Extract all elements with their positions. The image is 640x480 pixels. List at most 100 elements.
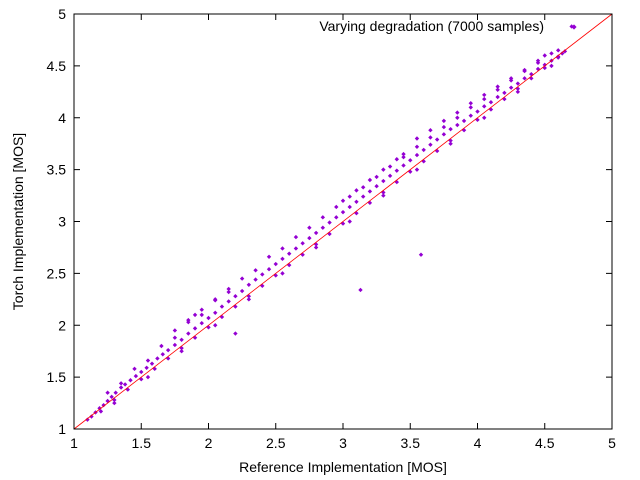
data-point xyxy=(199,320,204,326)
data-point xyxy=(160,352,165,357)
data-point xyxy=(226,289,231,295)
data-point xyxy=(455,115,460,120)
data-point xyxy=(482,115,487,120)
data-point xyxy=(360,194,366,199)
data-point xyxy=(206,315,211,321)
data-point xyxy=(414,136,420,141)
data-point xyxy=(502,90,507,96)
data-point xyxy=(522,76,527,81)
data-point xyxy=(206,325,211,330)
data-point xyxy=(125,387,130,392)
x-tick-label: 1 xyxy=(70,435,78,451)
data-point xyxy=(145,374,151,380)
data-point xyxy=(428,128,433,133)
data-point xyxy=(327,220,332,225)
data-point xyxy=(556,55,561,60)
data-point xyxy=(381,178,386,184)
data-point xyxy=(122,382,128,387)
data-point xyxy=(354,188,359,193)
data-point xyxy=(186,331,191,336)
data-point xyxy=(239,288,245,294)
data-point xyxy=(144,365,149,370)
x-axis-ticks: 1 1.5 2 2.5 3 3.5 4 4.5 5 xyxy=(70,14,616,451)
data-point xyxy=(468,105,473,110)
data-point xyxy=(280,271,285,276)
data-point xyxy=(549,63,554,69)
data-point xyxy=(418,252,424,257)
data-point xyxy=(522,67,527,73)
data-point xyxy=(273,273,278,278)
data-point xyxy=(300,252,305,257)
data-point xyxy=(293,234,299,240)
data-point xyxy=(340,209,346,215)
data-point xyxy=(219,314,225,320)
data-point xyxy=(542,65,547,71)
y-tick-label: 4 xyxy=(58,110,66,126)
data-point xyxy=(482,104,487,109)
data-point xyxy=(320,215,326,220)
data-point xyxy=(287,262,292,268)
data-point xyxy=(387,173,393,179)
data-point xyxy=(515,89,521,95)
x-tick-label: 3 xyxy=(339,435,347,451)
data-point xyxy=(414,167,420,172)
data-point xyxy=(293,246,299,251)
data-point xyxy=(253,277,258,282)
data-point xyxy=(186,317,191,323)
data-points xyxy=(85,24,574,422)
data-point xyxy=(556,48,561,53)
data-point xyxy=(165,347,171,353)
data-point xyxy=(145,358,151,363)
data-point xyxy=(101,402,106,408)
data-point xyxy=(529,76,534,81)
data-point xyxy=(562,49,568,54)
data-point xyxy=(542,53,547,58)
data-point xyxy=(468,113,473,118)
data-point xyxy=(495,94,500,100)
data-point xyxy=(508,85,514,90)
data-point xyxy=(535,58,541,63)
y-tick-label: 2 xyxy=(58,317,66,333)
data-point xyxy=(105,390,110,395)
legend-label: Varying degradation (7000 samples) xyxy=(319,18,544,34)
data-point xyxy=(549,51,554,56)
data-point xyxy=(488,99,494,105)
data-point xyxy=(192,335,198,340)
x-tick-label: 3.5 xyxy=(401,435,421,451)
data-point xyxy=(105,398,110,404)
data-point xyxy=(560,51,565,56)
data-point xyxy=(354,211,359,216)
data-point xyxy=(428,135,433,140)
data-point xyxy=(461,118,467,124)
data-point xyxy=(334,215,339,220)
y-axis-ticks: 1 1.5 2 2.5 3 3.5 4 4.5 5 xyxy=(47,6,612,437)
data-point xyxy=(113,390,118,395)
data-point xyxy=(139,377,144,382)
data-point xyxy=(475,109,480,114)
x-tick-label: 2.5 xyxy=(266,435,286,451)
data-point xyxy=(280,256,285,262)
data-point xyxy=(192,326,198,331)
data-point xyxy=(226,299,231,304)
data-point xyxy=(199,307,204,312)
data-point xyxy=(233,304,238,309)
data-point xyxy=(155,356,160,361)
data-point xyxy=(313,245,319,250)
data-point xyxy=(226,286,231,292)
data-point xyxy=(461,128,467,133)
data-point xyxy=(213,297,218,302)
data-point xyxy=(233,331,238,336)
data-point xyxy=(320,225,326,230)
data-point xyxy=(448,141,453,146)
data-point xyxy=(441,118,447,124)
data-point xyxy=(266,254,272,259)
data-point xyxy=(360,185,366,190)
data-point xyxy=(358,287,363,293)
data-point xyxy=(475,117,480,123)
data-point xyxy=(347,219,352,224)
data-point xyxy=(441,132,447,137)
data-point xyxy=(260,283,265,289)
data-point xyxy=(213,323,218,328)
data-point xyxy=(394,179,399,185)
